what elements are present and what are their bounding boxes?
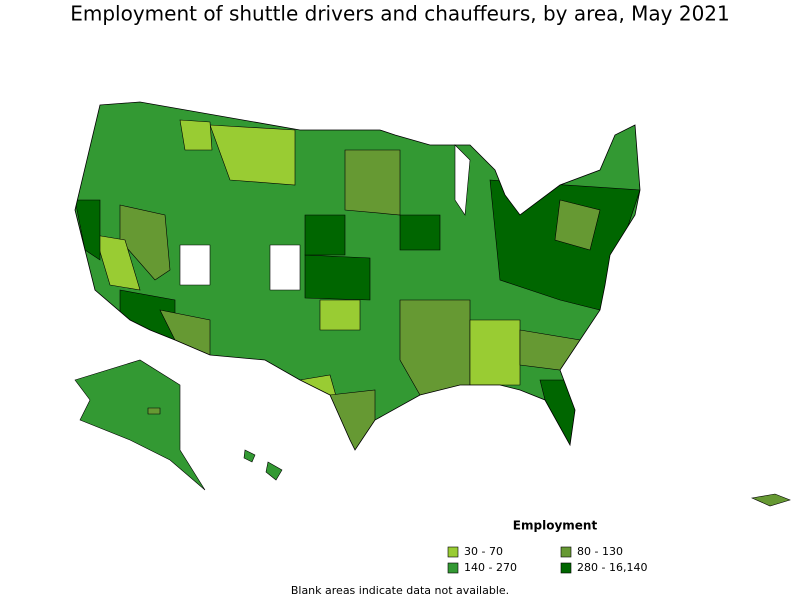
legend-swatch — [447, 546, 459, 558]
area — [399, 214, 441, 251]
alaska — [74, 359, 206, 491]
area — [344, 149, 401, 216]
legend-label: 80 - 130 — [577, 545, 623, 558]
area — [304, 254, 371, 301]
legend-swatch — [447, 562, 459, 574]
area — [469, 319, 521, 386]
area — [75, 199, 101, 261]
area — [489, 179, 640, 311]
legend-label: 280 - 16,140 — [577, 561, 647, 574]
mainland-outline — [74, 101, 641, 451]
legend-swatch — [560, 562, 572, 574]
hawaii — [265, 461, 283, 481]
blank-area — [179, 244, 211, 286]
area — [209, 124, 296, 186]
area — [319, 299, 361, 331]
map-title: Employment of shuttle drivers and chauff… — [70, 2, 730, 26]
area — [179, 119, 213, 151]
legend-title: Employment — [513, 519, 598, 533]
area — [539, 379, 576, 446]
footnote: Blank areas indicate data not available. — [291, 584, 509, 597]
legend: 30 - 70 80 - 130 140 - 270 280 - 16,140 — [447, 545, 647, 574]
area — [147, 407, 161, 415]
area — [329, 389, 376, 450]
legend-label: 140 - 270 — [464, 561, 517, 574]
area — [119, 204, 171, 281]
legend-label: 30 - 70 — [464, 545, 503, 558]
blank-area — [269, 244, 301, 291]
lake-michigan — [454, 144, 471, 216]
legend-swatch — [560, 546, 572, 558]
area — [304, 214, 346, 256]
hawaii — [243, 449, 256, 463]
area — [554, 199, 601, 251]
puerto-rico — [750, 493, 791, 507]
area — [94, 234, 141, 291]
